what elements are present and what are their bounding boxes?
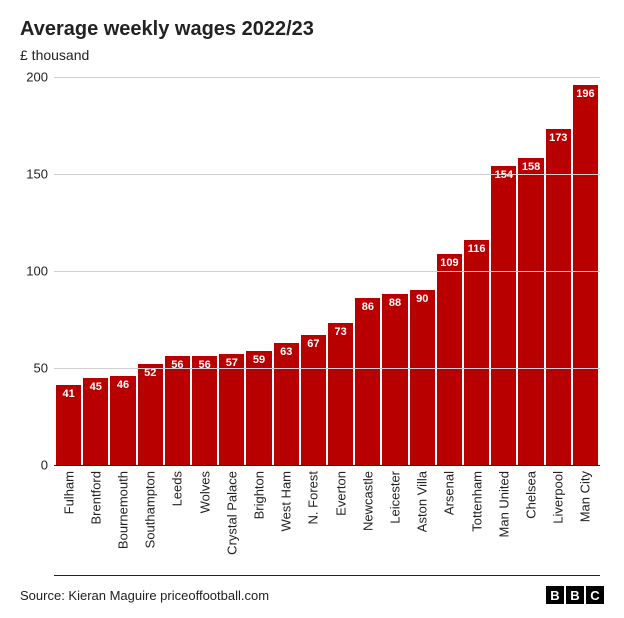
bar: 88 (382, 294, 407, 465)
x-tick-label: N. Forest (301, 471, 326, 563)
bar-value-label: 73 (335, 326, 347, 338)
chart-footer: Source: Kieran Maguire priceoffootball.c… (20, 586, 604, 604)
grid-line (54, 174, 600, 175)
y-tick-label: 50 (34, 361, 48, 376)
x-tick-label: Everton (328, 471, 353, 563)
x-tick-label: Wolves (192, 471, 217, 563)
x-axis-baseline (54, 465, 600, 466)
plot-area: 41 45 46 52 56 56 57 59 63 67 73 86 88 90 109 116 154 158… (54, 77, 600, 465)
bar-value-label: 116 (468, 243, 486, 255)
x-tick-label: Man United (491, 471, 516, 563)
bar-value-label: 173 (549, 132, 567, 144)
bar: 56 (165, 356, 190, 465)
x-tick-label: Liverpool (546, 471, 571, 563)
bar: 154 (491, 166, 516, 465)
bar-value-label: 56 (171, 359, 183, 371)
bar: 56 (192, 356, 217, 465)
source-text: Source: Kieran Maguire priceoffootball.c… (20, 588, 269, 603)
bar-value-label: 109 (440, 257, 458, 269)
y-tick-label: 200 (26, 70, 48, 85)
bar: 57 (219, 354, 244, 465)
x-tick-label: Brighton (246, 471, 271, 563)
bbc-logo-letter: B (546, 586, 564, 604)
bar-value-label: 63 (280, 346, 292, 358)
bbc-logo: BBC (546, 586, 604, 604)
y-tick-label: 150 (26, 167, 48, 182)
x-tick-label: Arsenal (437, 471, 462, 563)
y-tick-label: 0 (41, 458, 48, 473)
bar-value-label: 154 (495, 169, 513, 181)
bar: 52 (138, 364, 163, 465)
bar-value-label: 56 (198, 359, 210, 371)
bar: 67 (301, 335, 326, 465)
bar-value-label: 158 (522, 161, 540, 173)
bar: 63 (274, 343, 299, 465)
bar: 158 (518, 158, 543, 465)
y-axis: 050100150200 (20, 77, 54, 465)
bar: 86 (355, 298, 380, 465)
bar-value-label: 196 (576, 88, 594, 100)
x-tick-label: Chelsea (518, 471, 543, 563)
bar: 116 (464, 240, 489, 465)
x-tick-label: Man City (573, 471, 598, 563)
bbc-logo-letter: C (586, 586, 604, 604)
bar: 196 (573, 85, 598, 465)
bar-value-label: 88 (389, 297, 401, 309)
chart-area: 050100150200 414546525656575963677386889… (20, 77, 604, 465)
bar-value-label: 41 (62, 388, 74, 400)
bbc-logo-letter: B (566, 586, 584, 604)
bar: 41 (56, 385, 81, 465)
bar: 73 (328, 323, 353, 465)
bar-value-label: 86 (362, 301, 374, 313)
x-tick-label: Brentford (83, 471, 108, 563)
x-tick-label: Crystal Palace (219, 471, 244, 563)
bar: 46 (110, 376, 135, 465)
bar: 90 (410, 290, 435, 465)
grid-line (54, 271, 600, 272)
bar-value-label: 46 (117, 379, 129, 391)
bar-value-label: 90 (416, 293, 428, 305)
bar: 45 (83, 378, 108, 465)
bar-value-label: 45 (90, 381, 102, 393)
bar-value-label: 67 (307, 338, 319, 350)
x-axis-labels: FulhamBrentfordBournemouthSouthamptonLee… (54, 471, 600, 576)
chart-subtitle: £ thousand (20, 47, 604, 63)
x-tick-label: Newcastle (355, 471, 380, 563)
bar: 109 (437, 254, 462, 465)
x-tick-label: Leicester (382, 471, 407, 563)
x-tick-label: Fulham (56, 471, 81, 563)
y-tick-label: 100 (26, 264, 48, 279)
grid-line (54, 77, 600, 78)
x-tick-label: Tottenham (464, 471, 489, 563)
chart-title: Average weekly wages 2022/23 (20, 18, 604, 41)
grid-line (54, 368, 600, 369)
x-tick-label: Bournemouth (110, 471, 135, 563)
bar-value-label: 59 (253, 354, 265, 366)
x-tick-label: West Ham (274, 471, 299, 563)
x-tick-label: Aston Villa (410, 471, 435, 563)
x-tick-label: Southampton (138, 471, 163, 563)
x-tick-label: Leeds (165, 471, 190, 563)
bar: 173 (546, 129, 571, 465)
